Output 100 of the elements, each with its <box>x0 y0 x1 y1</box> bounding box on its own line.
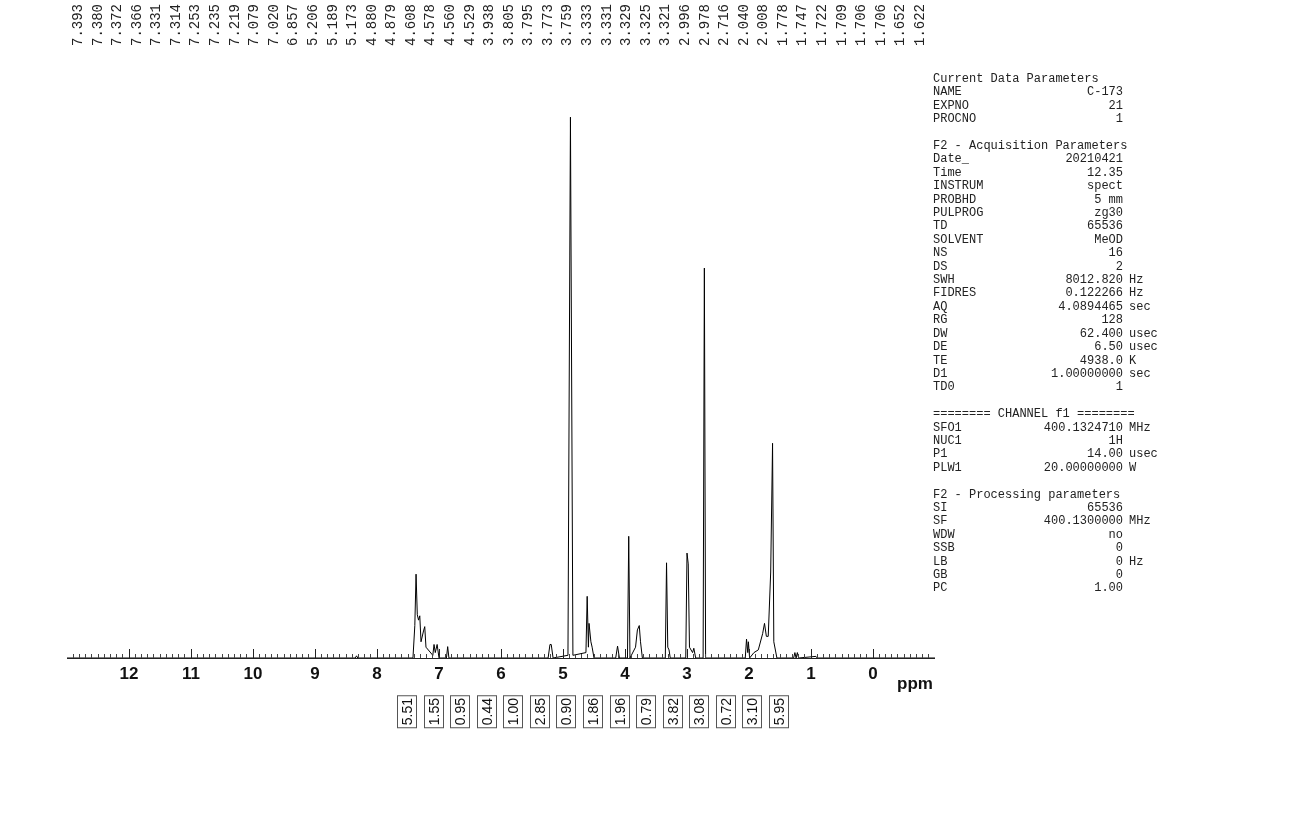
text: 3.82 <box>662 695 683 729</box>
text: 2.996 <box>676 4 693 47</box>
text: 2.85 <box>529 695 550 729</box>
text: 5.51 <box>397 695 417 729</box>
text: Current Data Parameters <box>933 72 1100 86</box>
text: 7.372 <box>109 4 126 47</box>
text: TD0 1 <box>933 380 1123 395</box>
text: 1.00 <box>503 695 524 729</box>
text: 3.325 <box>637 4 654 47</box>
text: 7.314 <box>167 4 184 47</box>
text: 1.652 <box>892 4 909 47</box>
text: 4.560 <box>441 4 458 47</box>
text: 7.331 <box>148 4 165 47</box>
text: PC 1.00 <box>933 581 1123 596</box>
text: DW 62.400 usec <box>933 326 1158 341</box>
text: Date_ 20210421 <box>933 152 1123 167</box>
text: EXPNO 21 <box>933 98 1123 113</box>
text: NUC1 1H <box>933 433 1123 448</box>
text: NAME C-173 <box>933 85 1123 100</box>
text: 7.235 <box>207 4 224 47</box>
text: 3.333 <box>579 4 596 47</box>
text: 3.10 <box>742 695 763 729</box>
text: SOLVENT MeOD <box>933 232 1123 247</box>
text: 4.880 <box>363 4 380 47</box>
text: 1.622 <box>911 4 928 47</box>
text: 3.08 <box>689 695 710 729</box>
text: DE 6.50 usec <box>933 340 1158 355</box>
x-tick-label: 3 <box>682 664 692 684</box>
text: P1 14.00 usec <box>933 447 1158 462</box>
text: 1.86 <box>582 695 603 729</box>
text: INSTRUM spect <box>933 179 1123 194</box>
text: 5.173 <box>344 4 361 47</box>
text: FIDRES 0.122266 Hz <box>933 286 1144 301</box>
text: WDW no <box>933 527 1123 542</box>
text: 1.96 <box>609 695 630 729</box>
text: 1.747 <box>794 4 811 47</box>
x-tick-label: 11 <box>182 664 200 684</box>
text: 1.55 <box>423 695 444 729</box>
text: RG 128 <box>933 313 1123 328</box>
x-tick-label: 0 <box>868 664 878 684</box>
text: SSB 0 <box>933 541 1123 556</box>
text: 3.773 <box>539 4 556 47</box>
text: SI 65536 <box>933 500 1123 515</box>
text: 3.795 <box>520 4 537 47</box>
text: 7.380 <box>89 4 106 47</box>
text: 3.331 <box>598 4 615 47</box>
text: PLW1 20.00000000 W <box>933 460 1137 475</box>
annotation: F2 - Processing parameters <box>933 487 1122 502</box>
text: 3.938 <box>481 4 498 47</box>
x-tick-label: 2 <box>744 664 754 684</box>
text: NS 16 <box>933 246 1123 261</box>
text: 2.716 <box>716 4 733 47</box>
text: 1.709 <box>833 4 850 47</box>
text: Time 12.35 <box>933 165 1123 180</box>
text: TE 4938.0 K <box>933 353 1137 368</box>
text: DS 2 <box>933 259 1123 274</box>
text: 2.978 <box>696 4 713 47</box>
text: 6.857 <box>285 4 302 47</box>
text: SWH 8012.820 Hz <box>933 273 1144 288</box>
text: 7.253 <box>187 4 204 47</box>
text: 2.040 <box>735 4 752 47</box>
text: 4.578 <box>422 4 439 47</box>
text: SFO1 400.1324710 MHz <box>933 420 1151 435</box>
text: 7.079 <box>246 4 263 47</box>
text: 5.189 <box>324 4 341 47</box>
text: 3.329 <box>618 4 635 47</box>
text: 3.759 <box>559 4 576 47</box>
text: 7.020 <box>265 4 282 47</box>
text: LB 0 Hz <box>933 554 1144 569</box>
text: 2.008 <box>755 4 772 47</box>
annotation: F2 - Acquisition Parameters <box>933 139 1129 153</box>
text: 5.206 <box>304 4 321 47</box>
text: D1 1.00000000 sec <box>933 366 1151 381</box>
text: GB 0 <box>933 567 1123 582</box>
x-tick-label: 1 <box>806 664 816 684</box>
x-tick-label: 12 <box>119 664 139 684</box>
text: 0.72 <box>715 695 736 729</box>
text: 1.778 <box>774 4 791 47</box>
text: SF 400.1300000 MHz <box>933 514 1151 529</box>
x-tick-label: 6 <box>496 664 506 684</box>
text: AQ 4.0894465 sec <box>933 299 1151 314</box>
text: 3.321 <box>657 4 674 47</box>
text: 1.706 <box>872 4 889 47</box>
x-axis-title: ppm <box>897 674 933 693</box>
text: 4.608 <box>402 4 419 47</box>
text: 1.722 <box>813 4 830 47</box>
x-tick-label: 10 <box>243 664 263 684</box>
x-tick-label: 7 <box>434 664 444 684</box>
x-tick-label: 5 <box>558 664 568 684</box>
text: 3.805 <box>500 4 517 47</box>
text: 4.529 <box>461 4 478 47</box>
text: 4.879 <box>383 4 400 47</box>
text: 7.393 <box>70 4 86 47</box>
text: PULPROG zg30 <box>933 206 1123 221</box>
text: 7.219 <box>226 4 243 47</box>
text: 0.79 <box>636 695 657 729</box>
text: 0.90 <box>556 695 577 729</box>
text: 7.366 <box>128 4 145 47</box>
text: TD 65536 <box>933 219 1123 234</box>
text: 5.95 <box>768 695 789 729</box>
